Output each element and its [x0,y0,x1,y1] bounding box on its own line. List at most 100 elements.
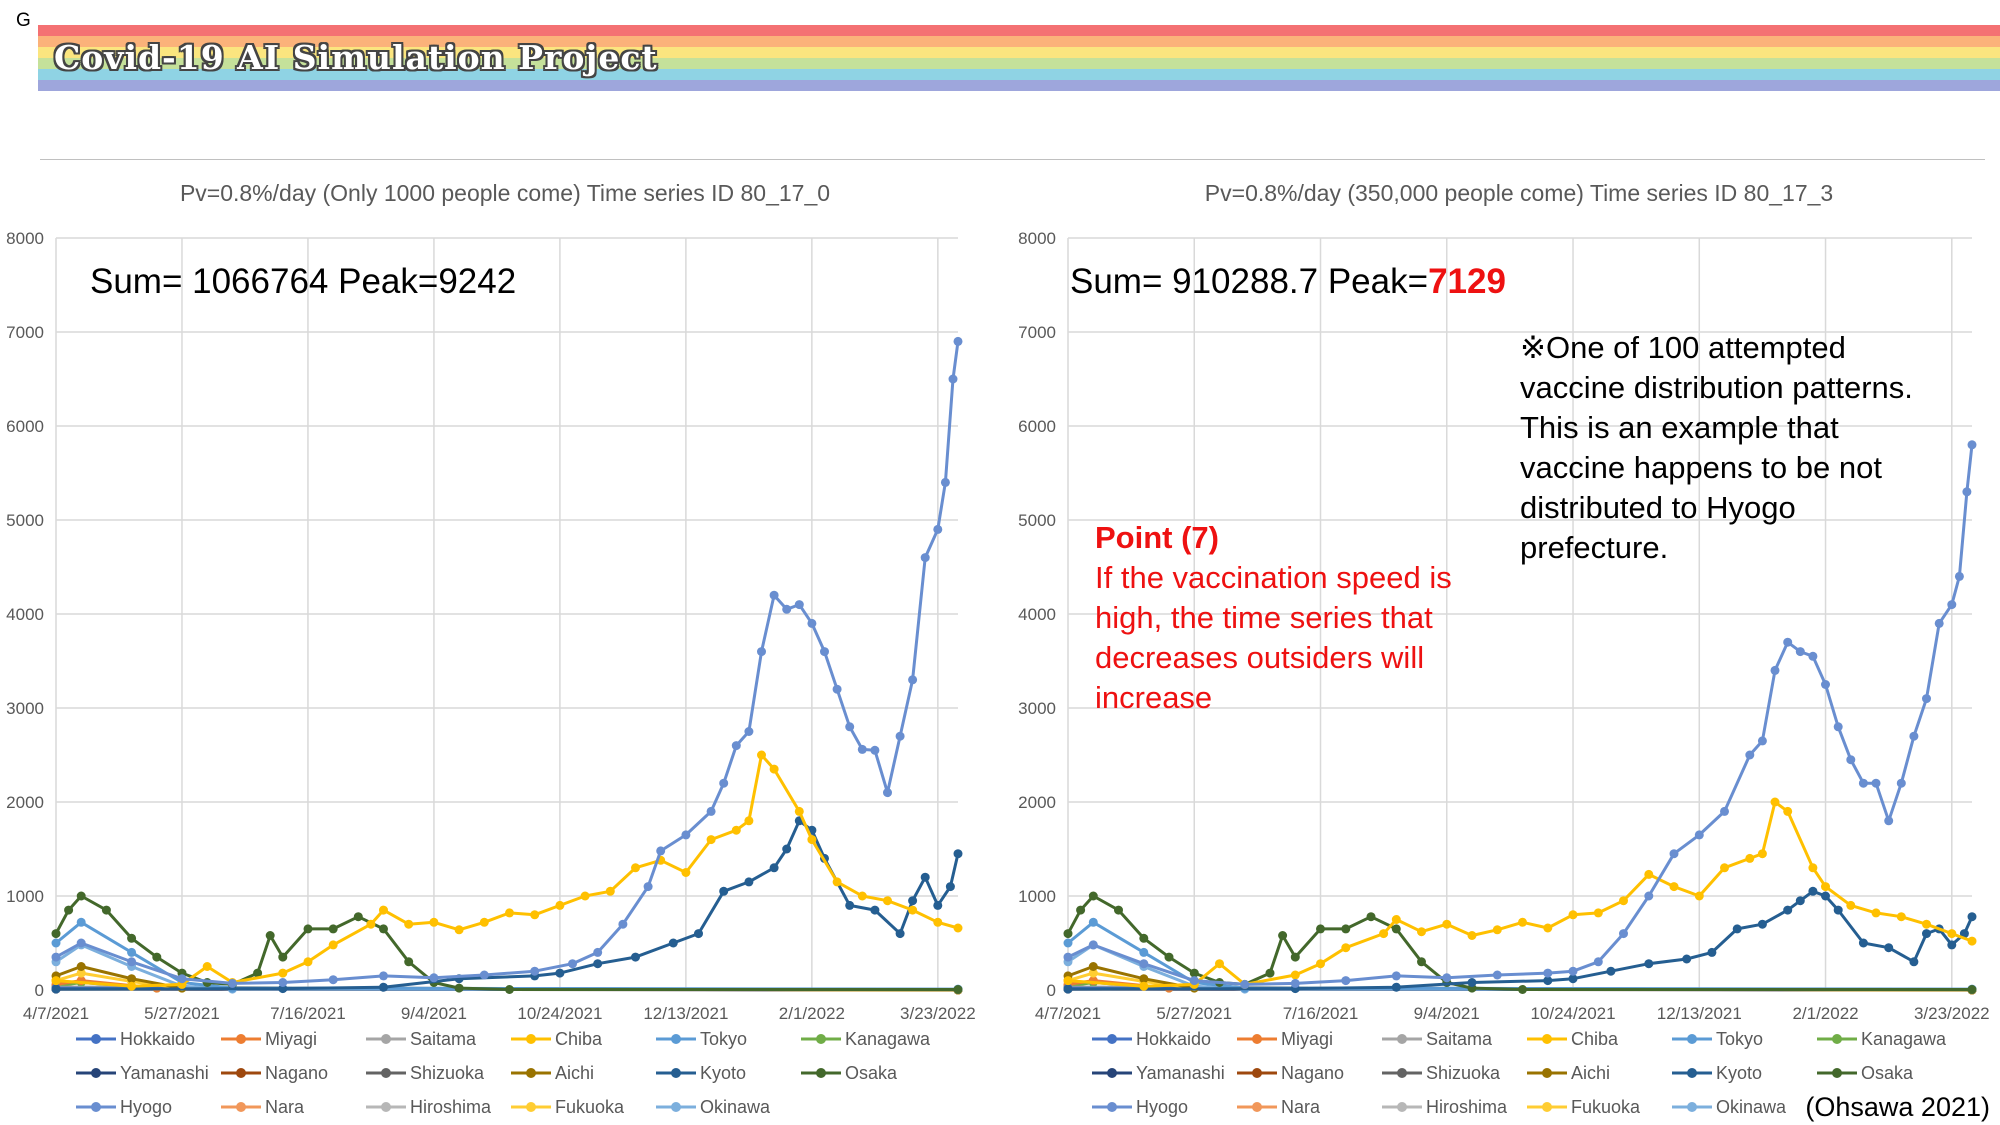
data-point [1341,943,1351,953]
data-point [1063,976,1073,986]
legend-swatch-marker [671,1068,681,1078]
series-kyoto [1063,886,1977,994]
data-point [555,968,565,978]
data-point [1139,959,1149,969]
data-point [883,788,892,798]
data-point [731,825,741,835]
data-point [1795,647,1805,657]
rainbow-stripe [38,80,2000,91]
legend-label: Kyoto [1716,1063,1762,1083]
data-point [1063,929,1073,939]
data-point [605,886,615,896]
corner-mark: G [16,10,31,31]
data-point [454,983,464,993]
data-point [1139,974,1149,984]
data-point [404,919,414,929]
y-tick-label: 8000 [6,229,44,248]
data-point [51,929,61,939]
data-point [681,868,691,877]
data-point [303,924,313,934]
legend-swatch-marker [1252,1068,1262,1078]
series-line [1067,800,1973,988]
y-tick-label: 2000 [6,793,44,812]
data-point [857,744,867,754]
data-point [1858,938,1868,948]
data-point [1707,947,1717,957]
legend-swatch-marker [1542,1068,1552,1078]
data-point [1846,755,1856,765]
data-point [1442,919,1452,929]
legend-label: Hokkaido [120,1029,195,1049]
data-point [731,741,741,751]
data-point [1593,908,1603,918]
legend-swatch-marker [526,1102,536,1112]
legend-swatch-marker [236,1102,246,1112]
legend-item-osaka: Osaka [801,1063,898,1083]
data-point [940,477,950,487]
data-point [1290,978,1300,988]
data-point [832,877,842,887]
data-point [1967,440,1977,450]
data-point [328,975,338,985]
data-point [744,877,754,887]
data-point [1934,618,1944,628]
data-point [1821,891,1830,901]
data-point [1808,651,1818,661]
data-point [479,917,489,927]
legend-label: Yamanashi [120,1063,209,1083]
data-point [303,957,313,967]
x-tick-label: 7/16/2021 [270,1004,346,1023]
data-point [933,917,943,927]
x-tick-label: 5/27/2021 [1156,1004,1232,1023]
data-point [1947,600,1957,610]
data-point [580,891,590,901]
data-point [1808,886,1818,896]
data-point [278,952,288,962]
legend-swatch-marker [381,1068,391,1078]
legend-label: Hyogo [120,1097,172,1117]
legend-item-kyoto: Kyoto [1672,1063,1762,1083]
legend-label: Okinawa [700,1097,771,1117]
data-point [1947,940,1957,950]
legend-swatch-marker [91,1068,101,1078]
data-point [328,924,338,934]
data-point [1543,923,1553,933]
y-tick-label: 2000 [1018,793,1056,812]
data-point [1417,957,1426,967]
legend-label: Fukuoka [1571,1097,1641,1117]
data-point [127,933,137,943]
data-point [953,849,963,859]
data-point [530,966,540,976]
data-point [379,905,388,915]
legend-label: Osaka [1861,1063,1914,1083]
data-point [227,978,237,988]
data-point [593,947,603,957]
legend-label: Nagano [1281,1063,1344,1083]
legend-swatch-marker [1107,1068,1117,1078]
data-point [933,524,943,534]
data-point [1088,891,1098,901]
legend-label: Aichi [555,1063,594,1083]
data-point [769,764,779,774]
data-point [429,917,439,927]
data-point [1088,917,1098,927]
chart-title: Pv=0.8%/day (350,000 people come) Time s… [1205,180,1833,206]
legend-item-tokyo: Tokyo [656,1029,747,1049]
data-point [668,938,678,948]
data-point [953,336,963,346]
rainbow-stripe [38,69,2000,80]
legend-swatch-marker [381,1102,391,1112]
y-tick-label: 5000 [6,511,44,530]
data-point [1391,971,1401,981]
data-point [51,976,61,986]
legend-item-miyagi: Miyagi [221,1029,317,1049]
legend-item-nagano: Nagano [1237,1063,1344,1083]
data-point [1720,863,1729,873]
data-point [1341,924,1351,934]
data-point [618,919,628,929]
data-point [1682,954,1692,964]
data-point [1619,929,1628,939]
sum-text: Sum= 910288.7 Peak= [1070,262,1428,301]
legend-item-kanagawa: Kanagawa [1817,1029,1947,1049]
x-tick-label: 4/7/2021 [23,1004,89,1023]
